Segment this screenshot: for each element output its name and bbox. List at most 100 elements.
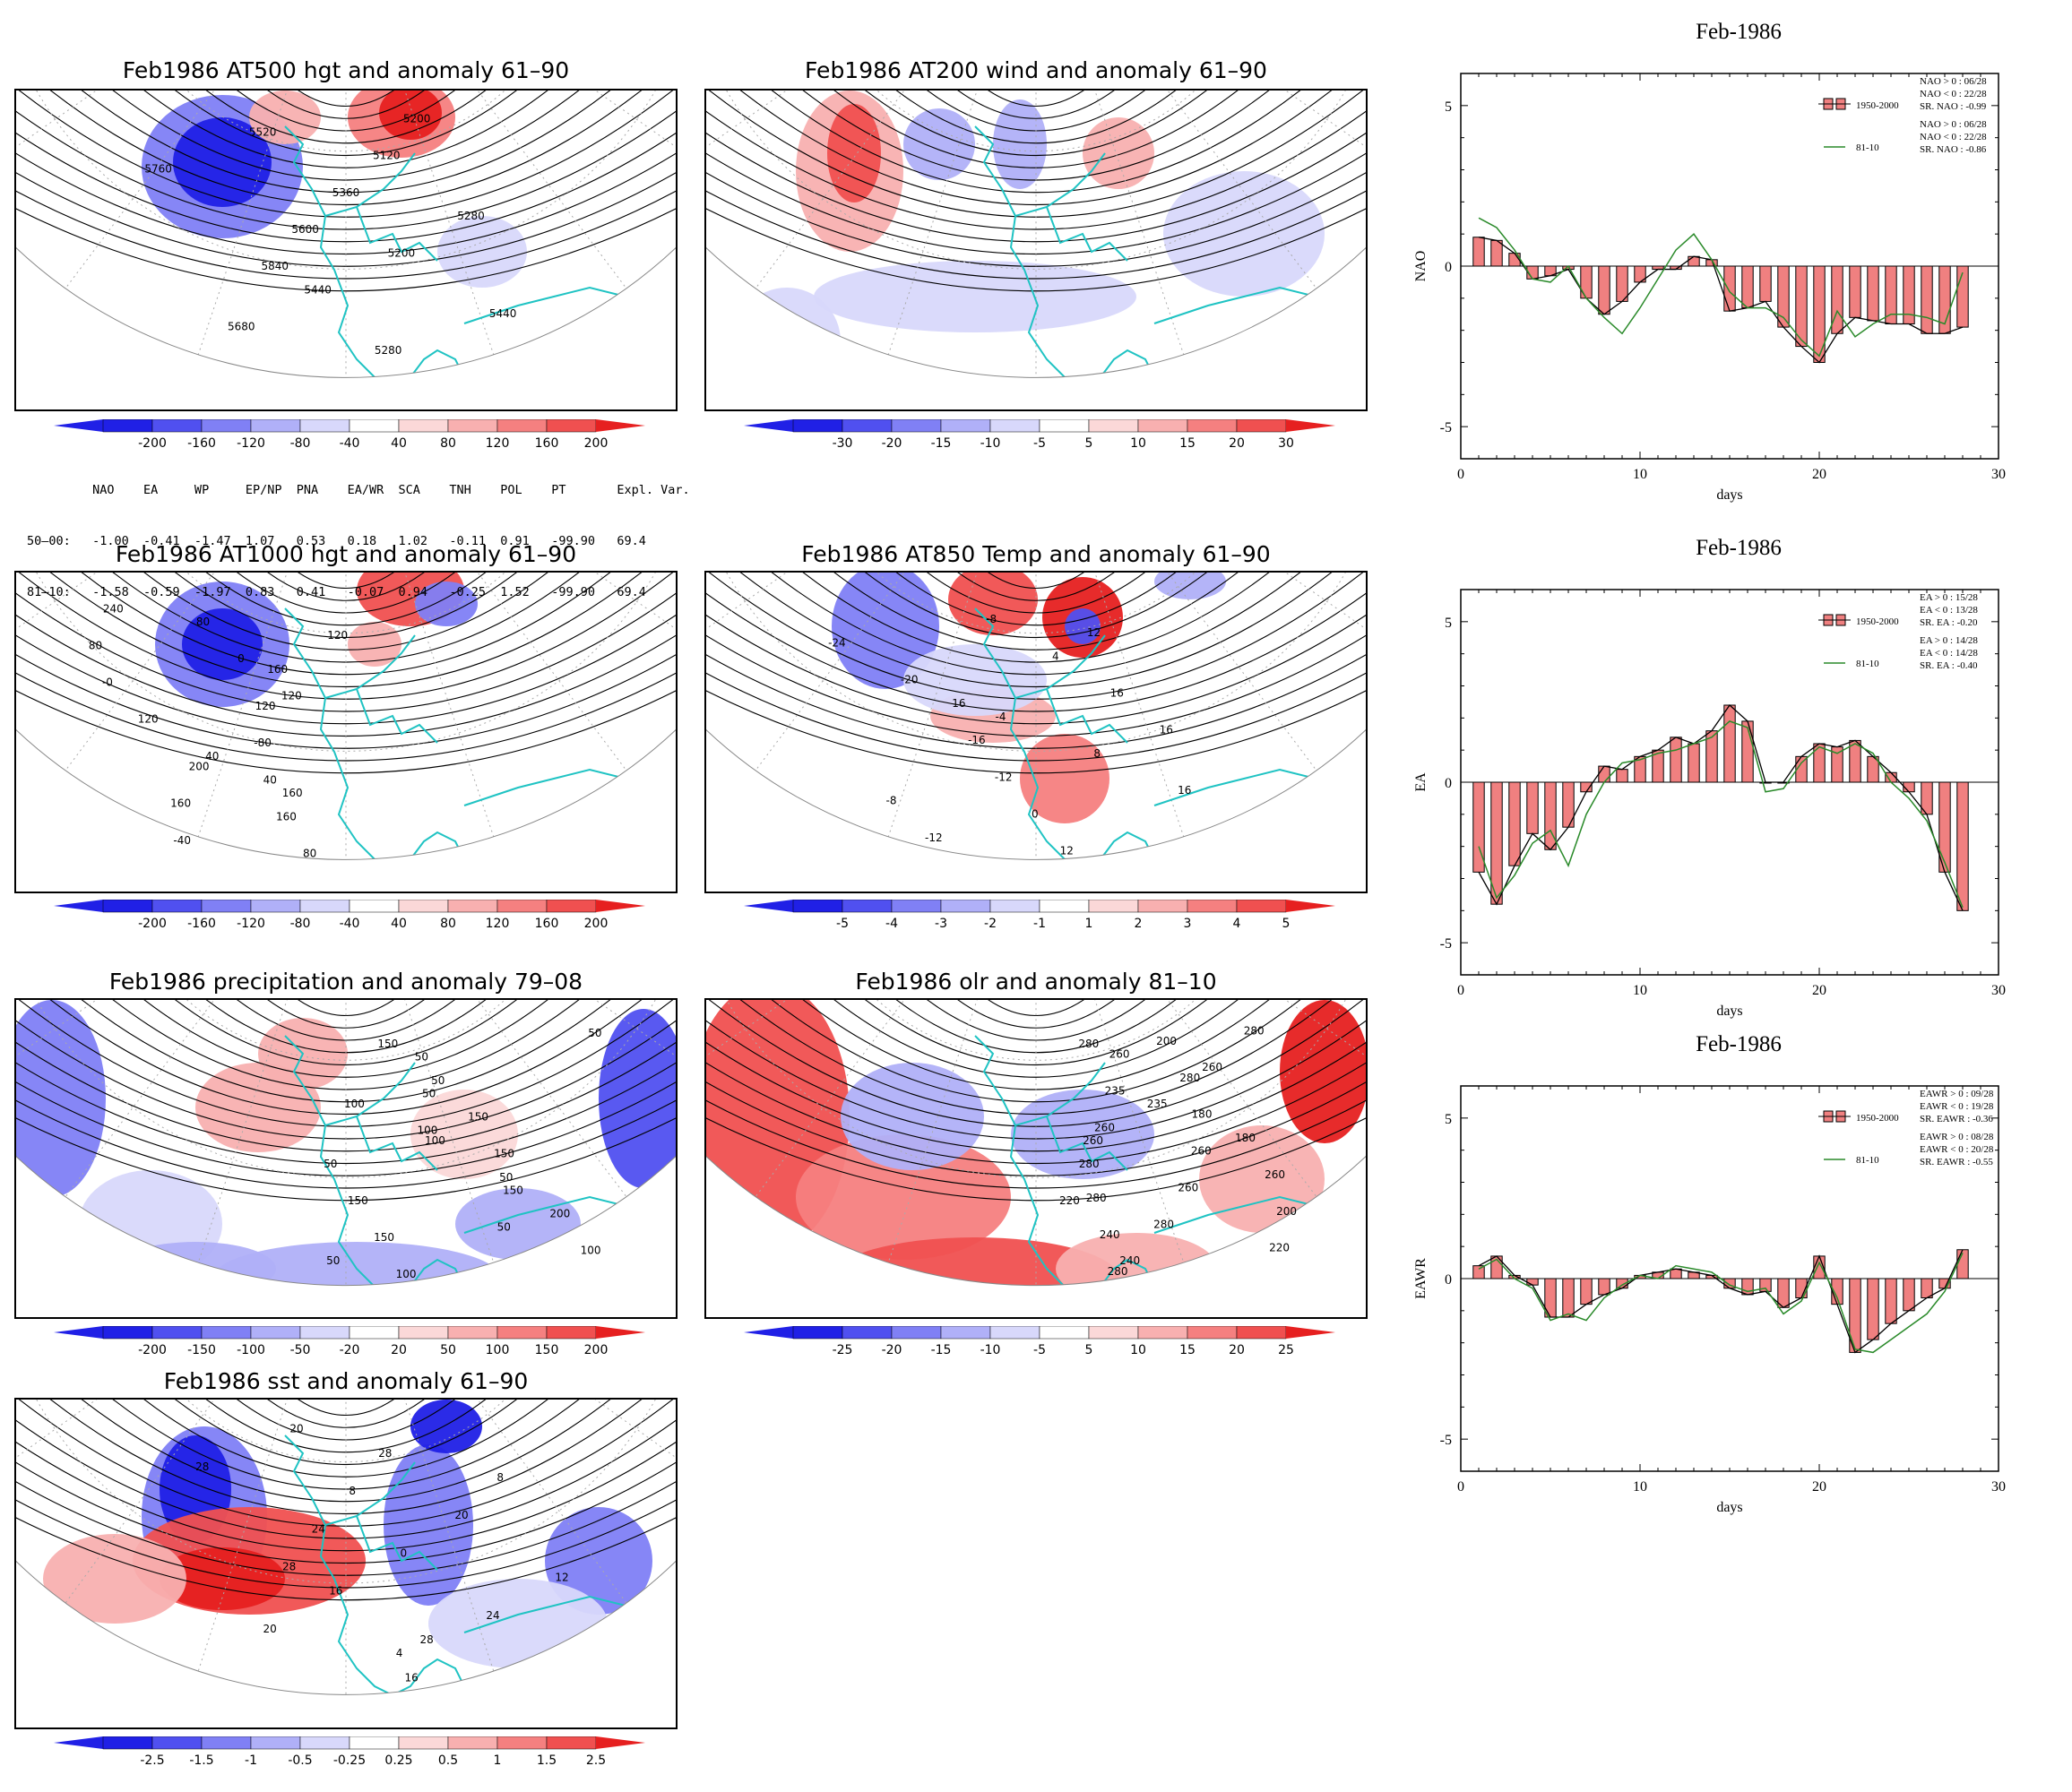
legend-label: 1950-2000 [1856,100,1899,111]
x-tick-label: 20 [1812,983,1826,998]
contour-label: 120 [255,700,276,712]
contour-line [791,573,1281,650]
colorbar-label: 4 [1233,917,1241,931]
contour-label: 150 [468,1111,488,1124]
index-chart-nao: 0 10 20 30 5 0 -5 days NAO 1950-2000 NAO > 0 : 06/… [1413,73,2006,503]
contour-line [101,90,591,168]
contour-line [133,1400,559,1465]
contour-label: 120 [138,713,159,726]
contour-line [165,573,527,626]
x-tick-label: 0 [1457,1479,1464,1495]
colorbar-label: 1 [494,1753,502,1768]
contour-label: 28 [378,1447,392,1460]
contour-line [706,1000,1366,1189]
contour-line [823,573,1249,638]
colorbar-label: -80 [290,436,311,451]
legend-stat: EA > 0 : 15/28 [1920,592,1978,603]
contour-label: 100 [581,1245,601,1257]
colorbar-label: 50 [440,1343,456,1357]
bar-day-22 [1849,265,1861,318]
coastline [974,607,1352,860]
colorbar-label: 40 [391,436,407,451]
contour-line [259,1400,433,1416]
contour-label: 5520 [249,125,277,138]
contour-label: 280 [1079,1158,1100,1170]
y-tick-label: -5 [1440,420,1452,435]
bar-day-13 [1688,743,1700,783]
contour-label: 240 [103,602,124,615]
y-axis-label: EA [1413,772,1429,792]
x-axis-label: days [1716,1500,1742,1515]
x-tick-label: 10 [1633,1479,1647,1495]
contour-label: 16 [404,1671,418,1684]
y-tick-label: -5 [1440,936,1452,952]
contour-label: 20 [289,1423,303,1435]
contour-label: -8 [886,795,897,807]
contour-line [101,573,591,650]
eof-header: NAO EA WP EP/NP PNA EA/WR SCA TNH POL PT… [27,483,690,497]
hemisphere-edge [706,728,1366,860]
colorbar: -200 -160 -120 -80 -40 40 80 120 160 200 [54,419,645,451]
anomaly-shading [415,582,478,626]
contour-label: 260 [1202,1061,1222,1073]
anomaly-shading [948,573,1038,635]
hemisphere-edge [16,1155,676,1286]
colorbar-label: -40 [340,917,360,931]
contour-line [259,90,433,107]
contour-line [16,1000,676,1127]
chart-title: Feb-1986 [1696,20,1782,44]
colorbar-label: 5 [1085,436,1093,451]
colorbar: -200 -160 -120 -80 -40 40 80 120 160 200 [54,900,645,931]
y-axis-label: NAO [1413,251,1429,282]
contour-line [706,573,1366,762]
contour-label: 5200 [388,246,416,259]
contour-label: 235 [1147,1098,1168,1110]
contour-label: 8 [1093,747,1101,760]
map-title: Feb1986 AT850 Temp and anomaly 61–90 [801,541,1271,567]
coastline [284,1434,662,1695]
anomaly-shading [182,608,263,680]
colorbar-label: 10 [1130,436,1146,451]
graticule [142,1000,347,1286]
contour-line [706,573,1366,774]
map-msst: 28 8 12 16 20 24 28 0 4 8 16 20 24 20 28 28 [14,1398,678,1729]
contour-label: -24 [828,637,846,650]
anomaly-shading [455,1188,581,1260]
map-title: Feb1986 precipitation and anomaly 79–08 [108,969,583,995]
contour-line [39,90,653,194]
colorbar-label: 40 [391,917,407,931]
colorbar: -25 -20 -15 -10 -5 5 10 15 20 25 [744,1326,1335,1357]
contour-line [16,1000,676,1165]
legend-stat: EA > 0 : 14/28 [1920,635,1978,646]
hemisphere-edge [16,246,676,378]
contour-label: 260 [1109,1048,1130,1061]
anomaly-shading [410,1090,518,1179]
anomaly-shading [16,1000,106,1197]
index-chart-ea: 0 10 20 30 5 0 -5 days EA 1950-2000 EA > 0 : 15/28… [1413,589,2006,1019]
contour-label: 100 [417,1124,437,1136]
contour-label: 24 [312,1522,325,1535]
colorbar-label: -120 [237,917,265,931]
colorbar-label: 200 [584,1343,609,1357]
bar-day-22 [1849,739,1861,783]
legend-stat: NAO < 0 : 22/28 [1920,89,1987,99]
contour-label: 5760 [144,162,172,175]
contour-line [886,1000,1186,1041]
anomaly-shading [796,1134,1011,1260]
colorbar-label: -20 [340,1343,360,1357]
colorbar-label: -120 [237,436,265,451]
contour-label: -12 [925,831,943,844]
graticule [832,1000,1037,1286]
eof-index-table: NAO EA WP EP/NP PNA EA/WR SCA TNH POL PT… [27,448,690,618]
colorbar-label: -1 [245,1753,257,1768]
colorbar-label: 160 [535,436,559,451]
colorbar-label: -160 [187,917,216,931]
contour-label: 50 [326,1254,340,1267]
bar-day-1 [1472,781,1485,873]
graticule [108,90,584,152]
contour-line [16,90,676,205]
contour-label: 4 [1052,650,1059,662]
contour-label: 220 [1059,1194,1080,1207]
x-tick-label: 30 [1991,1479,2006,1495]
bar-day-16 [1741,265,1754,309]
